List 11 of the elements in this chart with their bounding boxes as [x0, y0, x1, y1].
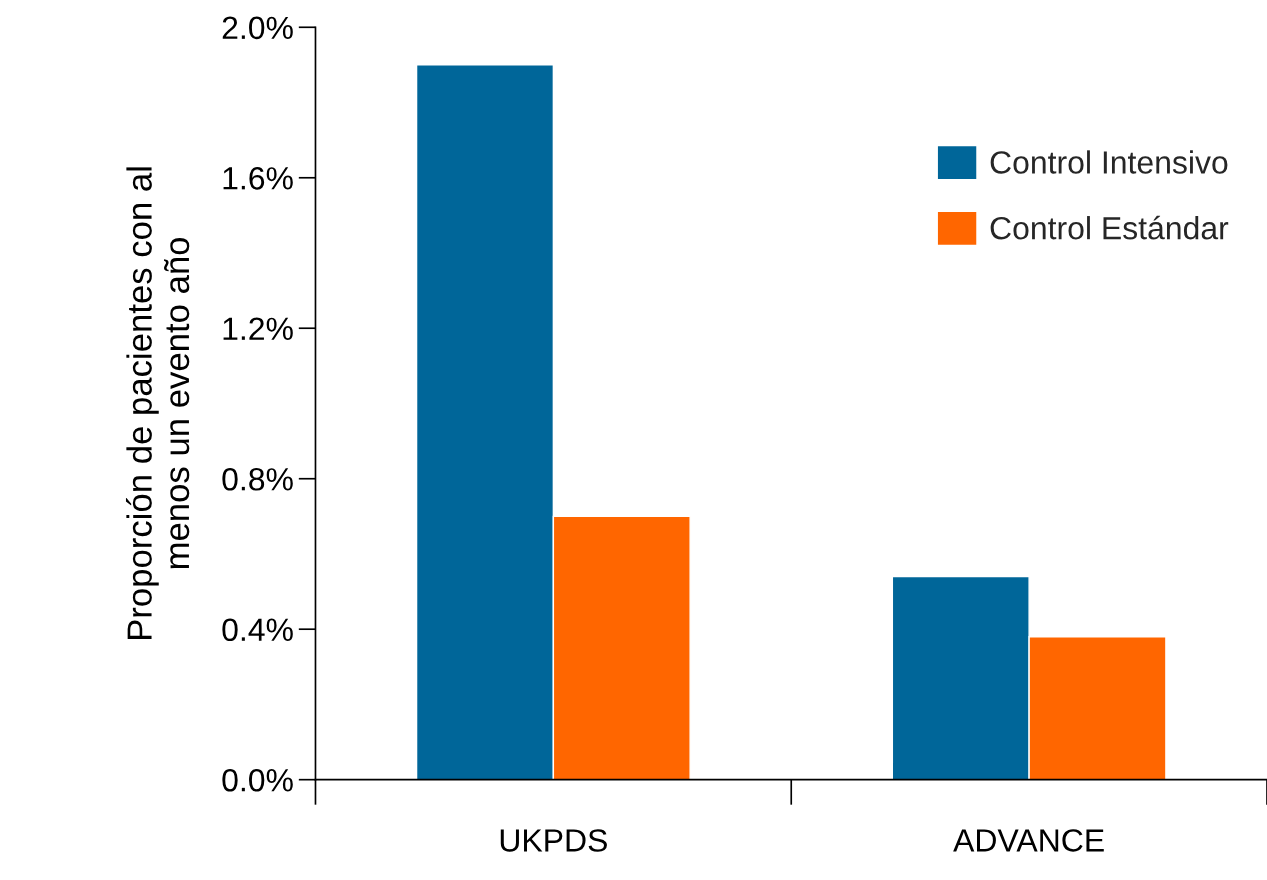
y-tick-label: 0.8%: [222, 467, 293, 491]
y-tick-label: 1.6%: [223, 167, 293, 190]
y-tick-label: 0.0%: [222, 768, 293, 792]
legend-label: Control Intensivo: [990, 150, 1228, 174]
legend-label: Control Estándar: [990, 215, 1229, 240]
x-tick-label: ADVANCE: [953, 829, 1104, 852]
y-tick-label: 2.0%: [222, 16, 293, 40]
x-tick-label: UKPDS: [500, 829, 607, 852]
y-tick-label: 0.4%: [222, 618, 293, 642]
y-tick-label: 1.2%: [223, 317, 293, 340]
y-axis-title: Proporción de pacientes con al menos un evento año: [125, 167, 190, 639]
